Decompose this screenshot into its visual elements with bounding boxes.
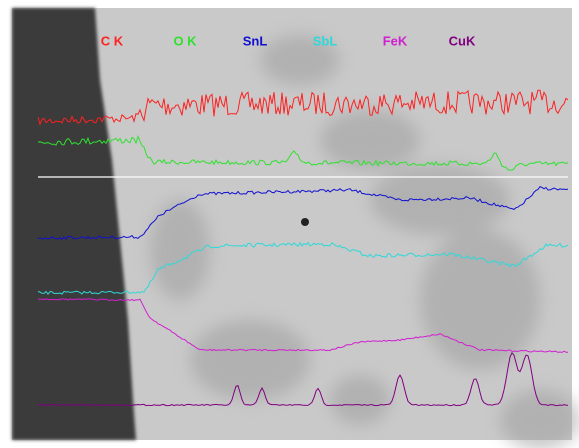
- page: C KO KSnLSbLFeKCuK (() => { const data =…: [0, 0, 579, 448]
- legend-label: SbL: [313, 33, 338, 48]
- legend-label: CuK: [449, 33, 476, 48]
- legend-label: SnL: [243, 33, 268, 48]
- sem-image: C K O K SnL SbL FeK CuK: [0, 0, 579, 448]
- particle: [301, 218, 309, 226]
- legend-label: C K: [101, 33, 124, 48]
- legend-label: O K: [173, 33, 197, 48]
- legend-label: FeK: [383, 33, 408, 48]
